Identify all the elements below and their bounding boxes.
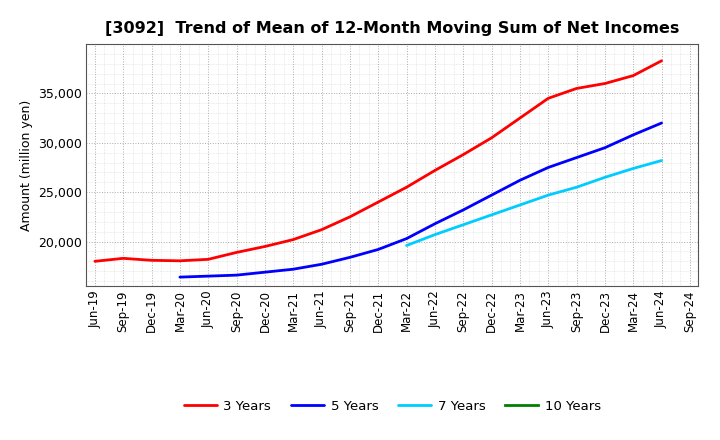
3 Years	[289, 237, 297, 242]
Title: [3092]  Trend of Mean of 12-Month Moving Sum of Net Incomes: [3092] Trend of Mean of 12-Month Moving …	[105, 21, 680, 36]
5 Years	[544, 165, 552, 170]
5 Years	[629, 132, 637, 138]
5 Years	[374, 247, 382, 252]
3 Years	[318, 227, 326, 232]
3 Years	[431, 168, 439, 173]
3 Years	[204, 257, 212, 262]
3 Years	[374, 199, 382, 205]
7 Years	[459, 222, 467, 227]
5 Years	[318, 262, 326, 267]
7 Years	[487, 212, 496, 217]
Line: 5 Years: 5 Years	[180, 123, 662, 277]
3 Years	[629, 73, 637, 78]
3 Years	[572, 86, 581, 91]
7 Years	[629, 166, 637, 171]
3 Years	[148, 258, 156, 263]
7 Years	[572, 185, 581, 190]
5 Years	[600, 145, 609, 150]
3 Years	[233, 250, 241, 255]
5 Years	[516, 178, 524, 183]
5 Years	[289, 267, 297, 272]
3 Years	[487, 135, 496, 140]
7 Years	[544, 192, 552, 198]
5 Years	[233, 272, 241, 278]
5 Years	[261, 270, 269, 275]
7 Years	[657, 158, 666, 163]
7 Years	[600, 175, 609, 180]
3 Years	[516, 115, 524, 121]
5 Years	[176, 275, 184, 280]
Line: 3 Years: 3 Years	[95, 61, 662, 261]
3 Years	[176, 258, 184, 264]
3 Years	[261, 244, 269, 249]
5 Years	[204, 274, 212, 279]
3 Years	[346, 214, 354, 220]
5 Years	[657, 121, 666, 126]
7 Years	[402, 243, 411, 248]
7 Years	[431, 232, 439, 237]
3 Years	[402, 185, 411, 190]
3 Years	[600, 81, 609, 86]
5 Years	[459, 207, 467, 213]
7 Years	[516, 202, 524, 208]
3 Years	[119, 256, 127, 261]
3 Years	[657, 58, 666, 63]
5 Years	[572, 155, 581, 160]
Legend: 3 Years, 5 Years, 7 Years, 10 Years: 3 Years, 5 Years, 7 Years, 10 Years	[179, 394, 606, 418]
5 Years	[346, 255, 354, 260]
3 Years	[544, 95, 552, 101]
3 Years	[459, 152, 467, 157]
5 Years	[487, 192, 496, 198]
Y-axis label: Amount (million yen): Amount (million yen)	[20, 99, 33, 231]
5 Years	[431, 221, 439, 227]
Line: 7 Years: 7 Years	[407, 161, 662, 246]
5 Years	[402, 236, 411, 241]
3 Years	[91, 259, 99, 264]
